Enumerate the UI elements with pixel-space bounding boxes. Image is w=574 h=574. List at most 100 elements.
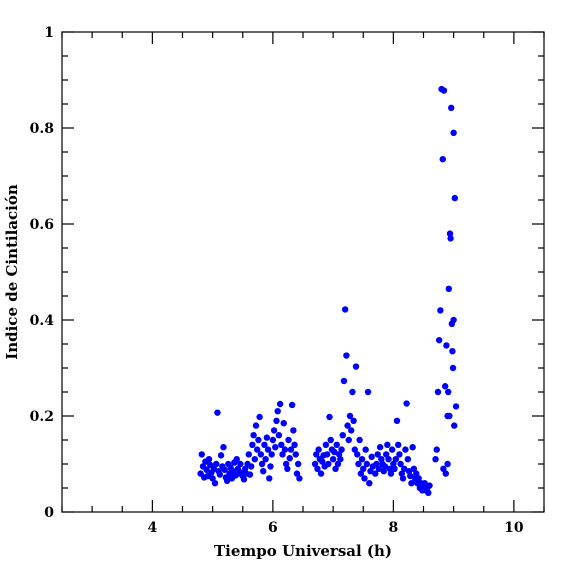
data-point <box>198 451 205 458</box>
data-point <box>292 451 299 458</box>
data-point <box>264 446 272 453</box>
x-tick-label: 8 <box>389 520 399 536</box>
data-point <box>282 460 290 468</box>
data-point <box>314 465 321 472</box>
data-point <box>325 460 332 468</box>
axis-tick-labels: 4 6 8 10 0 0.2 0.4 0.6 0.8 1 <box>30 25 524 536</box>
data-point <box>284 465 291 472</box>
data-point <box>339 432 346 439</box>
data-point <box>279 451 286 458</box>
data-point <box>405 468 413 475</box>
data-point <box>433 446 440 453</box>
data-point <box>290 427 297 434</box>
data-point <box>251 456 258 463</box>
data-point <box>432 456 439 463</box>
data-point <box>319 458 326 465</box>
data-point <box>378 456 385 463</box>
data-point <box>340 377 348 385</box>
data-point <box>240 476 248 483</box>
data-point <box>450 316 457 324</box>
data-point <box>343 352 350 359</box>
data-point <box>368 453 375 460</box>
data-point <box>317 470 325 477</box>
data-point <box>354 451 361 458</box>
data-point <box>443 342 450 349</box>
data-point <box>448 104 455 112</box>
data-point <box>223 477 231 484</box>
data-point <box>333 441 340 448</box>
y-axis-title: Indice de Cintilación <box>3 184 21 360</box>
data-point <box>362 446 369 453</box>
data-point <box>391 465 398 472</box>
data-point <box>361 475 368 482</box>
data-point <box>451 194 459 202</box>
data-point <box>281 446 289 453</box>
data-point <box>257 451 265 458</box>
data-point <box>385 456 392 463</box>
data-point <box>293 470 301 477</box>
data-point <box>441 383 449 390</box>
data-point <box>205 456 213 463</box>
data-point <box>203 466 210 473</box>
y-tick-label: 0.8 <box>30 121 54 137</box>
data-point <box>311 460 319 468</box>
data-point <box>445 388 452 396</box>
data-point <box>315 446 322 453</box>
data-point <box>439 156 446 163</box>
data-point <box>376 444 384 451</box>
data-point <box>442 470 449 477</box>
data-point <box>287 446 295 453</box>
y-tick-label: 0.6 <box>30 217 54 233</box>
data-point <box>447 235 454 242</box>
data-point <box>358 456 366 463</box>
data-point <box>270 427 278 434</box>
data-point <box>409 444 416 451</box>
data-point <box>402 446 409 453</box>
data-point <box>237 460 244 468</box>
data-point <box>415 475 422 482</box>
data-point <box>437 307 444 314</box>
data-point <box>392 456 399 463</box>
data-point <box>366 480 373 487</box>
data-point <box>440 465 447 472</box>
data-point <box>254 446 261 453</box>
data-point <box>210 465 218 472</box>
data-point <box>220 444 227 451</box>
data-point <box>375 465 383 472</box>
data-point <box>374 451 381 458</box>
x-tick-label: 10 <box>504 520 524 536</box>
data-point <box>345 436 352 444</box>
x-tick-label: 4 <box>148 520 158 536</box>
data-point <box>275 432 283 439</box>
data-point <box>404 456 412 463</box>
data-points <box>197 85 460 496</box>
data-point <box>256 413 263 421</box>
y-tick-label: 0 <box>44 505 54 521</box>
data-point <box>446 412 453 420</box>
data-point <box>413 470 420 477</box>
data-point <box>258 460 266 468</box>
data-point <box>268 451 275 458</box>
data-point <box>351 446 359 453</box>
data-point <box>408 480 415 487</box>
data-point <box>372 470 379 477</box>
data-point <box>450 129 457 136</box>
data-point <box>449 348 456 355</box>
data-point <box>323 451 331 458</box>
data-point <box>381 463 389 470</box>
data-point <box>451 422 458 429</box>
data-point <box>276 400 284 408</box>
data-point <box>241 465 249 472</box>
data-point <box>245 451 252 458</box>
data-point <box>313 451 320 458</box>
data-point <box>341 306 349 313</box>
data-point <box>263 434 271 441</box>
data-point <box>380 468 387 475</box>
data-point <box>252 422 260 429</box>
data-point <box>425 489 432 496</box>
data-point <box>373 460 380 468</box>
data-point <box>280 420 287 427</box>
data-point <box>403 400 410 407</box>
data-point <box>344 422 351 429</box>
